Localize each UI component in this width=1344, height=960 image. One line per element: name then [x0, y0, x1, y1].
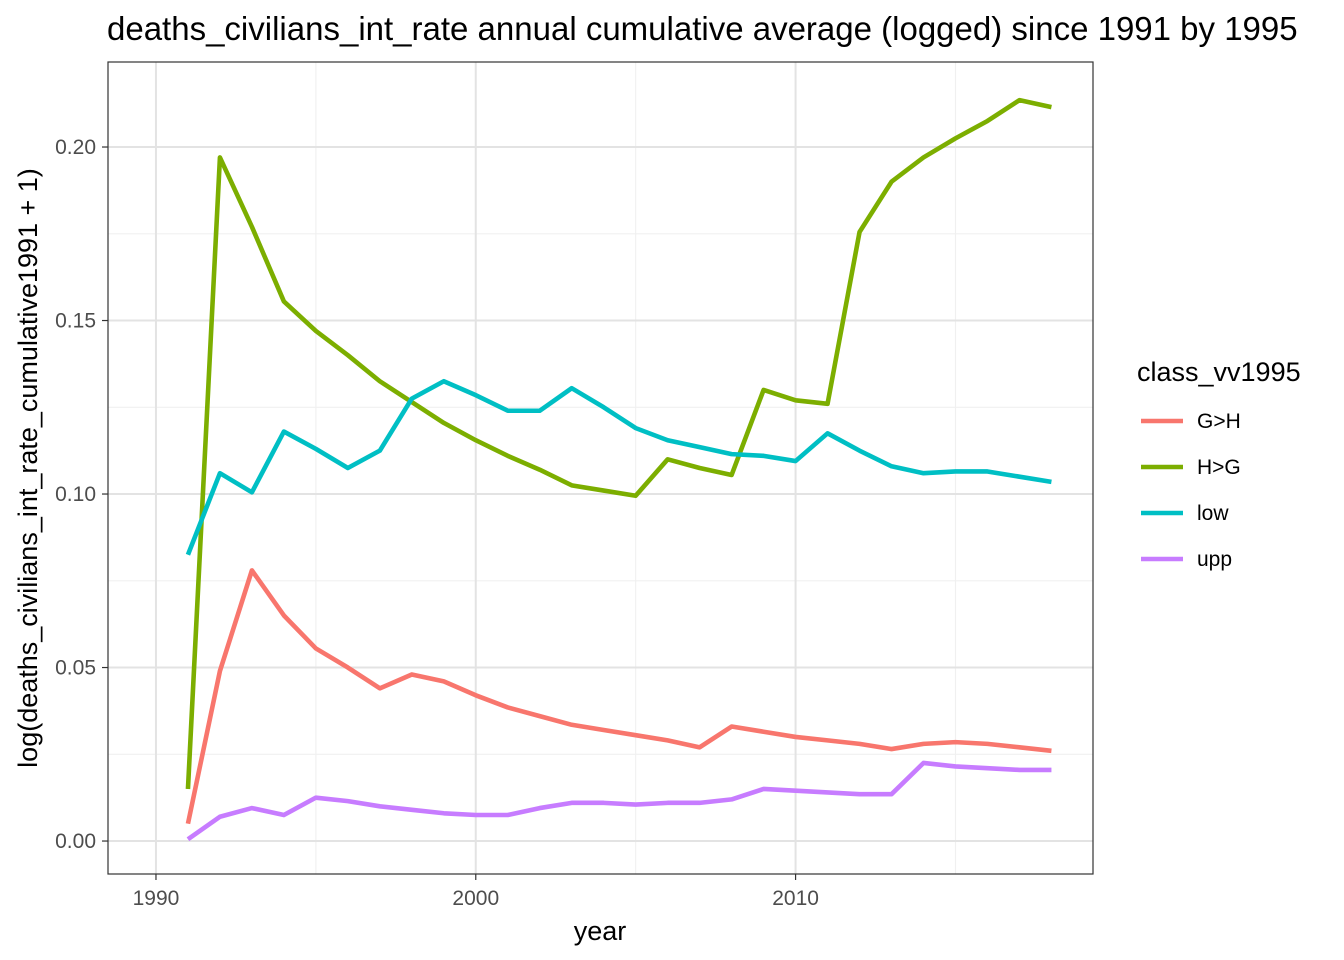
x-axis-title: year	[574, 916, 627, 946]
y-axis: 0.00 0.05 0.10 0.15 0.20	[55, 136, 108, 853]
y-tick-label: 0.15	[55, 310, 96, 333]
series-line-G>H	[185, 568, 1052, 825]
legend-label-low: low	[1197, 502, 1229, 525]
plot-panel-border	[107, 61, 1094, 875]
grid-layer	[108, 62, 1093, 874]
chart-title: deaths_civilians_int_rate annual cumulat…	[107, 10, 1298, 47]
y-axis-title: log(deaths_civilians_int_rate_cumulative…	[13, 168, 43, 768]
legend-label-upp: upp	[1197, 548, 1232, 571]
legend-title: class_vv1995	[1137, 357, 1301, 387]
y-tick-label: 0.00	[55, 830, 96, 853]
y-tick-label: 0.05	[55, 657, 96, 680]
x-tick-label: 2010	[772, 887, 819, 910]
y-tick-label: 0.10	[55, 483, 96, 506]
series-line-upp	[186, 760, 1052, 842]
legend-items: G>H H>G low upp	[1141, 410, 1241, 571]
series-line-low	[185, 378, 1052, 556]
y-tick-label: 0.20	[55, 136, 96, 159]
x-tick-label: 1990	[133, 887, 180, 910]
series-line-H>G	[185, 97, 1052, 790]
x-axis: 1990 2000 2010	[133, 874, 819, 910]
legend-label-H>G: H>G	[1197, 456, 1241, 479]
legend: class_vv1995 G>H H>G low upp	[1137, 357, 1301, 571]
x-tick-label: 2000	[452, 887, 499, 910]
legend-label-G>H: G>H	[1197, 410, 1241, 433]
series-layer	[185, 97, 1052, 842]
